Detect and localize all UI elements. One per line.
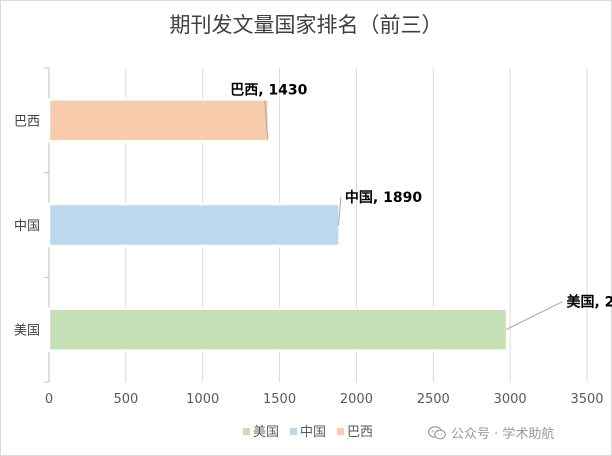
x-tick-label: 3000 <box>494 392 527 407</box>
data-label: 美国, 2980 <box>566 294 612 311</box>
x-tick-label: 3500 <box>570 392 603 407</box>
leader-line <box>338 196 342 226</box>
legend-swatch <box>337 428 345 435</box>
legend-swatch <box>243 428 250 435</box>
watermark: 公众号 · 学术助航 <box>428 423 554 442</box>
legend-entry: 中国 <box>300 425 326 440</box>
leader-line <box>505 301 563 331</box>
leader-lines <box>264 101 563 331</box>
x-tick-label: 2000 <box>340 392 373 407</box>
bar <box>47 307 509 352</box>
tick-labels: 0 500 1000 1500 2000 2500 3000 3500 <box>45 392 604 407</box>
bars <box>47 98 509 352</box>
legend-entry: 美国 <box>253 425 279 440</box>
x-tick-label: 0 <box>45 392 53 407</box>
legend: 美国 中国 巴西 <box>243 425 373 440</box>
watermark-text: 公众号 · 学术助航 <box>451 427 555 442</box>
legend-entry: 巴西 <box>347 425 373 440</box>
category-label: 巴西 <box>14 114 40 129</box>
bar <box>47 98 271 143</box>
chart-title: 期刊发文量国家排名（前三） <box>170 13 443 37</box>
x-tick-label: 1000 <box>186 392 219 407</box>
category-label: 美国 <box>14 324 40 339</box>
x-tick-label: 1500 <box>263 392 296 407</box>
legend-swatch <box>290 428 298 435</box>
category-label: 中国 <box>14 219 40 234</box>
x-tick-label: 500 <box>113 392 138 407</box>
wechat-icon <box>428 425 446 439</box>
data-labels: 巴西, 1430 中国, 1890 美国, 2980 <box>230 82 612 310</box>
x-tick-label: 2500 <box>417 392 450 407</box>
bar <box>47 202 341 248</box>
data-label: 中国, 1890 <box>345 189 422 206</box>
leader-line <box>264 101 269 140</box>
data-label: 巴西, 1430 <box>230 82 307 98</box>
